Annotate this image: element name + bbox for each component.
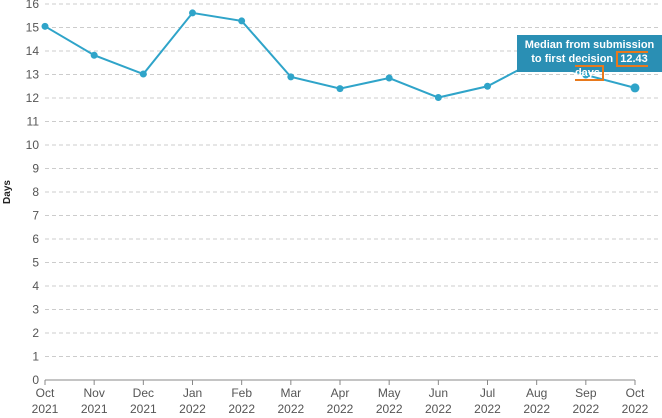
tooltip-value: 12.43 days [574,51,648,81]
x-tick-label-month: Jul [480,386,495,400]
x-tick-label-year: 2022 [572,402,599,416]
x-tick-label-year: 2021 [32,402,59,416]
data-point [238,17,246,25]
y-tick-label: 13 [26,68,40,82]
x-tick-label-month: Oct [36,386,55,400]
x-tick-label-month: May [378,386,401,400]
data-point [434,94,442,102]
y-tick-label: 9 [32,162,39,176]
y-tick-label: 14 [26,44,40,58]
y-tick-label: 5 [32,256,39,270]
x-tick-label-month: Oct [626,386,645,400]
x-tick-label-month: Aug [526,386,547,400]
x-tick-label-year: 2021 [81,402,108,416]
y-tick-label: 15 [26,21,40,35]
x-tick-label-month: Nov [83,386,104,400]
y-tick-label: 7 [32,209,39,223]
data-point [385,74,393,82]
y-tick-label: 3 [32,303,39,317]
x-tick-label-year: 2022 [376,402,403,416]
y-tick-label: 4 [32,279,39,293]
tooltip-line-1: Median from submission [524,39,655,51]
y-axis-title: Days [2,180,13,204]
data-point [139,70,147,78]
y-tick-label: 2 [32,326,39,340]
y-tick-label: 12 [26,91,40,105]
chart-tooltip: Median from submission to first decision… [517,35,662,81]
x-tick-label-year: 2022 [425,402,452,416]
y-tick-label: 8 [32,185,39,199]
x-tick-label-month: Dec [133,386,154,400]
x-tick-label-month: Apr [331,386,350,400]
data-point [630,83,640,93]
x-tick-label-year: 2022 [228,402,255,416]
data-point [582,71,590,79]
x-tick-label-year: 2022 [622,402,649,416]
x-tick-label-month: Jan [183,386,202,400]
x-tick-label-month: Jun [429,386,448,400]
y-tick-label: 6 [32,232,39,246]
y-tick-label: 0 [32,373,39,387]
y-tick-label: 16 [26,0,40,11]
x-tick-label-year: 2022 [327,402,354,416]
x-tick-label-month: Mar [280,386,301,400]
data-point [90,51,98,59]
data-point [189,9,196,17]
data-point [336,85,344,93]
x-tick-label-year: 2021 [130,402,157,416]
y-tick-label: 1 [32,350,39,364]
x-tick-label-month: Feb [231,386,252,400]
tooltip-line-2-prefix: to first decision [531,53,614,65]
x-tick-label-year: 2022 [277,402,304,416]
x-tick-label-year: 2022 [523,402,550,416]
data-point [41,22,49,30]
y-tick-label: 11 [27,115,40,129]
x-tick-label-year: 2022 [179,402,206,416]
tooltip-line-2: to first decision 12.43 days [517,51,662,81]
data-point [484,82,491,90]
data-point [287,73,295,81]
x-tick-label-year: 2022 [474,402,501,416]
y-tick-label: 10 [26,138,40,152]
x-tick-label-month: Sep [575,386,597,400]
